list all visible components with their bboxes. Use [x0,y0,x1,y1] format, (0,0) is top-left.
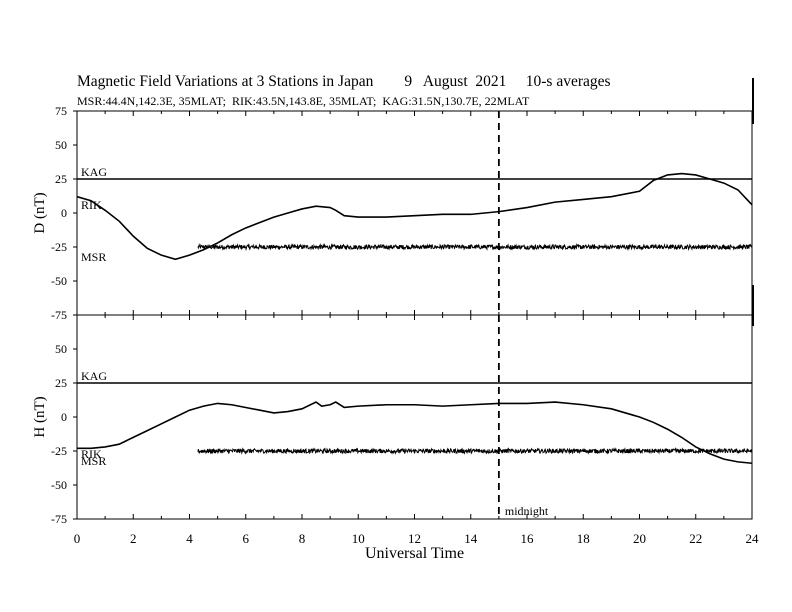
panel-d-ytick-label: -75 [51,308,67,322]
panel-d-ytick-label: -50 [51,274,67,288]
x-tick-label: 2 [130,531,137,546]
x-tick-label: 4 [186,531,193,546]
panel-d-baseline-label-msr: MSR [81,250,106,264]
panel-d-series-rik [76,172,753,261]
x-tick-label: 8 [299,531,306,546]
x-tick-label: 24 [746,531,760,546]
panel-d-ytick-label: -25 [51,240,67,254]
x-tick-label: 22 [689,531,702,546]
x-tick-label: 6 [243,531,250,546]
panel-d-frame [76,110,753,316]
panel-d-ytick-label: 0 [61,206,67,220]
x-tick-label: 12 [408,531,421,546]
panel-h-series-rik [77,401,753,465]
panel-h-frame [76,314,753,520]
midnight-label: midnight [505,504,549,518]
panel-d-ytick-label: 25 [55,172,67,186]
x-tick-label: 14 [464,531,478,546]
x-tick-label: 20 [633,531,646,546]
panel-h-ytick-label: 0 [61,410,67,424]
x-tick-label: 18 [577,531,590,546]
panel-h-ytick-label: 25 [55,376,67,390]
panel-d-series-msr [197,242,753,252]
panel-h-baseline-label-kag: KAG [81,369,107,383]
panel-h-ytick-label: -75 [51,512,67,526]
panel-h-ylabel: H (nT) [32,396,48,437]
panel-h-ytick-label: -25 [51,444,67,458]
panel-d-ytick-label: 50 [55,138,67,152]
panel-h-ytick-label: 50 [55,342,67,356]
panel-d-ytick-label: 75 [55,104,67,118]
panel-h-ytick-label: -50 [51,478,67,492]
chart-title: Magnetic Field Variations at 3 Stations … [77,73,611,90]
panel-d-baseline-label-rik: RIK [81,198,102,212]
panel-h-baseline-label-rik: RIK [81,447,102,461]
x-tick-label: 0 [74,531,81,546]
x-tick-label: 10 [352,531,365,546]
panel-h-baseline-label-msr: MSR [81,454,106,468]
station-info-subtitle: MSR:44.4N,142.3E, 35MLAT; RIK:43.5N,143.… [77,94,530,108]
x-axis-label: Universal Time [365,545,464,562]
panel-h-series-msr [197,446,753,455]
x-tick-label: 16 [521,531,535,546]
panel-d-baseline-label-kag: KAG [81,165,107,179]
panel-d-ylabel: D (nT) [32,192,48,233]
